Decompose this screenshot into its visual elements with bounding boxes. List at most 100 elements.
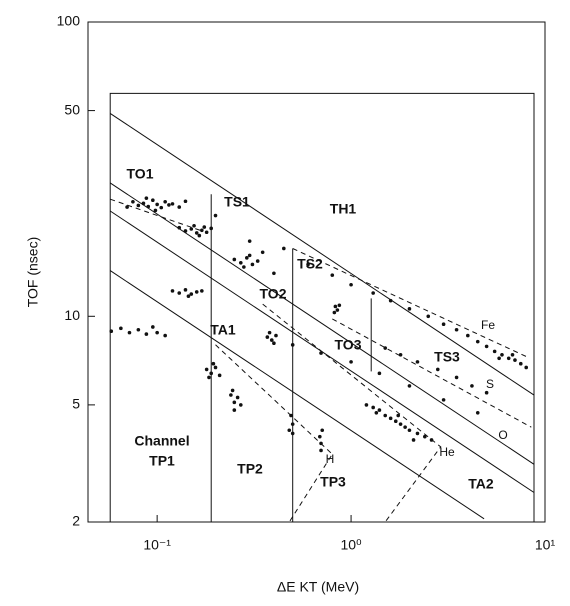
point [349,360,353,364]
point [242,265,246,269]
point [189,227,194,231]
region-line [109,112,535,396]
point [213,365,218,370]
point [332,310,337,315]
point [383,346,388,350]
point [177,291,182,295]
point [383,413,388,418]
point [109,329,114,333]
point [337,303,342,308]
point [213,213,218,218]
point [319,351,323,355]
point [267,330,272,335]
point [131,199,135,204]
annotation: TH1 [330,201,357,217]
annotation: O [498,428,507,442]
y-tick-label: 10 [64,307,80,323]
point [330,273,335,277]
point [200,289,204,293]
point [510,352,515,357]
annotation: TA2 [468,476,494,492]
point [290,422,295,426]
region-line [215,344,333,523]
point [167,203,171,207]
point [429,438,434,442]
point [269,338,274,342]
point [183,229,188,233]
annotation: He [439,445,455,459]
point [518,361,523,366]
point [163,333,167,338]
point [155,330,159,335]
x-tick-label: 10¹ [535,537,556,553]
point [513,358,517,362]
point [247,253,252,258]
point [377,371,382,376]
point [247,239,252,243]
point [441,322,446,327]
point [238,260,243,265]
annotation: TP3 [320,474,346,490]
annotation: TO3 [335,337,362,353]
point [454,375,459,380]
point [260,250,265,255]
point [200,228,204,233]
point [497,356,501,361]
point [500,352,504,357]
point [319,441,323,446]
point [217,373,222,378]
point [335,308,340,312]
annotation: TS3 [434,349,460,365]
point [364,403,369,407]
point [454,327,459,332]
point [146,204,151,209]
point [170,289,175,293]
point [318,434,322,439]
point [377,408,382,412]
point [290,431,295,436]
point [415,360,420,364]
region-line [292,248,527,357]
point [163,199,167,204]
y-tick-label: 2 [72,513,80,529]
point [232,257,237,262]
point [159,205,164,210]
point [194,231,199,235]
point [151,198,155,203]
point [492,349,497,354]
point [119,326,123,331]
point [183,199,188,204]
annotation: TP1 [149,453,175,469]
annotation: S [486,377,494,391]
point [192,224,196,228]
point [396,413,401,418]
point [144,196,149,200]
point [186,294,191,299]
annotation: TS2 [297,256,323,272]
point [475,339,480,344]
point [207,375,211,380]
point [484,344,489,349]
point [398,352,403,357]
point [415,431,420,436]
point [407,428,412,433]
point [287,428,292,433]
point [274,333,278,338]
point [250,262,255,267]
plot-frame [87,21,546,523]
region-line [332,318,532,428]
point [319,448,323,453]
point [136,203,141,208]
point [238,403,243,407]
annotation: H [326,452,335,466]
point [183,288,188,292]
point [371,405,375,410]
point [209,226,214,231]
point [290,343,295,347]
point [177,225,182,230]
point [388,416,393,421]
point [232,400,237,405]
y-tick-label: 100 [57,13,81,29]
point [204,230,209,235]
